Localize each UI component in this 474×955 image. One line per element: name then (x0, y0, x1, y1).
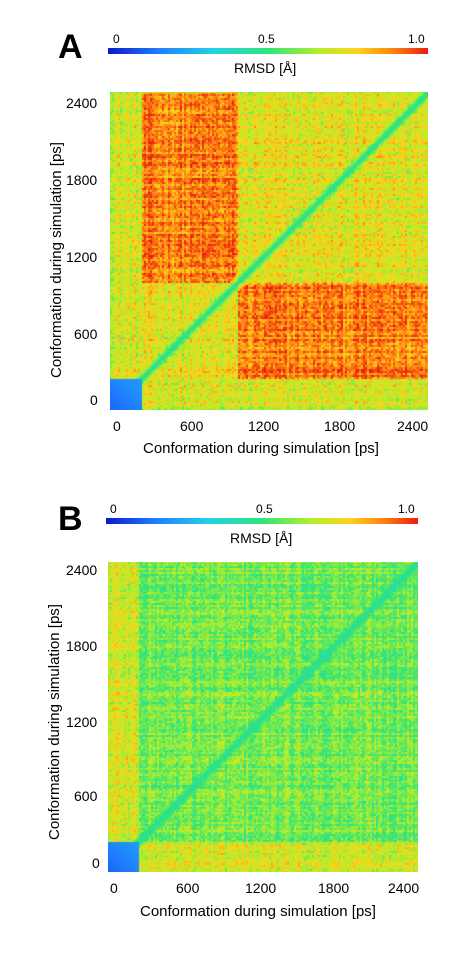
y-tick-2400: 2400 (66, 95, 98, 111)
x-tick-2400: 2400 (397, 418, 429, 434)
colorbar-tick-mid: 0.5 (258, 32, 275, 46)
y-tick-600: 600 (74, 326, 98, 342)
y-axis-label: Conformation during simulation [ps] (46, 604, 63, 840)
colorbar (106, 518, 418, 524)
x-tick-1800: 1800 (318, 880, 350, 896)
y-tick-600: 600 (74, 788, 98, 804)
heatmap-b (108, 562, 418, 872)
x-tick-600: 600 (176, 880, 200, 896)
panel-label: B (58, 500, 83, 538)
y-tick-0: 0 (90, 392, 98, 408)
x-tick-0: 0 (113, 418, 121, 434)
x-tick-1200: 1200 (245, 880, 277, 896)
y-tick-1800: 1800 (66, 172, 98, 188)
colorbar (108, 48, 428, 54)
x-axis-label: Conformation during simulation [ps] (140, 903, 376, 920)
y-tick-1200: 1200 (66, 249, 98, 265)
colorbar-tick-max: 1.0 (398, 502, 415, 516)
colorbar-tick-max: 1.0 (408, 32, 425, 46)
panel-a: A 0 0.5 1.0 RMSD [Å] 2400 1800 1200 600 … (0, 0, 474, 470)
colorbar-label: RMSD [Å] (234, 60, 297, 76)
y-axis-label: Conformation during simulation [ps] (48, 142, 65, 378)
x-axis-label: Conformation during simulation [ps] (143, 440, 379, 457)
colorbar-tick-mid: 0.5 (256, 502, 273, 516)
colorbar-tick-min: 0 (113, 32, 120, 46)
x-tick-1200: 1200 (248, 418, 280, 434)
heatmap-a (110, 92, 428, 410)
y-tick-1800: 1800 (66, 638, 98, 654)
colorbar-label: RMSD [Å] (230, 530, 293, 546)
panel-label: A (58, 28, 83, 66)
x-tick-2400: 2400 (388, 880, 420, 896)
x-tick-0: 0 (110, 880, 118, 896)
x-tick-600: 600 (180, 418, 204, 434)
panel-b: B 0 0.5 1.0 RMSD [Å] 2400 1800 1200 600 … (0, 490, 474, 955)
y-tick-0: 0 (92, 855, 100, 871)
y-tick-2400: 2400 (66, 562, 98, 578)
x-tick-1800: 1800 (324, 418, 356, 434)
y-tick-1200: 1200 (66, 714, 98, 730)
colorbar-tick-min: 0 (110, 502, 117, 516)
